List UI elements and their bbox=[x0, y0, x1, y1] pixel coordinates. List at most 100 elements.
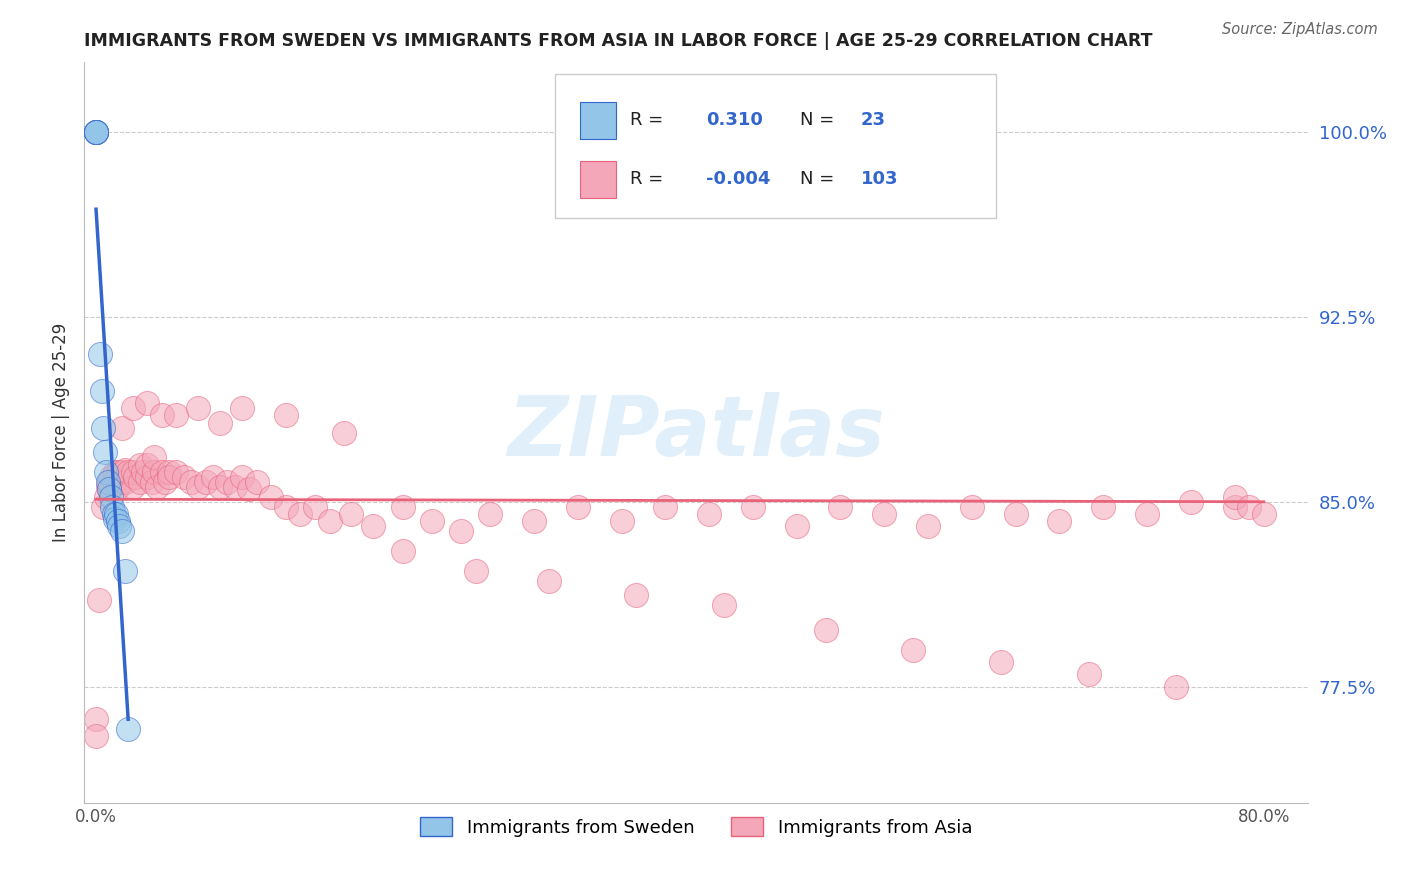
Point bbox=[786, 519, 808, 533]
Point bbox=[814, 623, 837, 637]
Point bbox=[231, 401, 253, 415]
Point bbox=[1180, 494, 1202, 508]
Point bbox=[187, 480, 209, 494]
Point bbox=[180, 475, 202, 489]
Point bbox=[84, 124, 107, 138]
Point bbox=[98, 475, 121, 489]
Point bbox=[333, 425, 356, 440]
Point bbox=[224, 480, 246, 494]
Point bbox=[713, 599, 735, 613]
Point bbox=[94, 445, 117, 459]
Point bbox=[1223, 490, 1246, 504]
Point bbox=[84, 712, 107, 726]
Point bbox=[990, 655, 1012, 669]
Point bbox=[136, 458, 159, 472]
Point bbox=[450, 524, 472, 539]
Point bbox=[111, 465, 134, 479]
Y-axis label: In Labor Force | Age 25-29: In Labor Force | Age 25-29 bbox=[52, 323, 70, 542]
Text: N =: N = bbox=[800, 112, 834, 129]
Point bbox=[873, 507, 896, 521]
Point bbox=[104, 512, 127, 526]
Point bbox=[1166, 680, 1188, 694]
Text: 0.310: 0.310 bbox=[706, 112, 762, 129]
Point bbox=[103, 475, 125, 489]
Point bbox=[96, 465, 118, 479]
Point bbox=[903, 642, 925, 657]
Text: ZIPatlas: ZIPatlas bbox=[508, 392, 884, 473]
Point bbox=[741, 500, 763, 514]
Point bbox=[100, 470, 122, 484]
FancyBboxPatch shape bbox=[555, 73, 995, 218]
Point bbox=[1004, 507, 1026, 521]
Point bbox=[157, 465, 180, 479]
Point bbox=[87, 593, 110, 607]
Bar bbox=[579, 102, 616, 138]
Point bbox=[318, 515, 340, 529]
Point bbox=[194, 475, 217, 489]
Point bbox=[209, 416, 232, 430]
Point bbox=[1253, 507, 1275, 521]
Point bbox=[654, 500, 676, 514]
Legend: Immigrants from Sweden, Immigrants from Asia: Immigrants from Sweden, Immigrants from … bbox=[411, 808, 981, 846]
Point bbox=[146, 480, 169, 494]
Point bbox=[153, 475, 176, 489]
Text: Source: ZipAtlas.com: Source: ZipAtlas.com bbox=[1222, 22, 1378, 37]
Point bbox=[107, 480, 129, 494]
Point bbox=[96, 490, 118, 504]
Point bbox=[107, 515, 129, 529]
Point bbox=[391, 544, 413, 558]
Point bbox=[104, 465, 127, 479]
Point bbox=[567, 500, 589, 514]
Point bbox=[128, 475, 150, 489]
Text: 103: 103 bbox=[860, 170, 898, 188]
Point bbox=[238, 483, 260, 497]
Point bbox=[114, 475, 136, 489]
Point bbox=[121, 465, 143, 479]
Point bbox=[274, 500, 297, 514]
Point bbox=[231, 470, 253, 484]
Point bbox=[111, 524, 134, 539]
Point bbox=[84, 124, 107, 138]
Point bbox=[173, 470, 195, 484]
Text: 23: 23 bbox=[860, 112, 886, 129]
Point bbox=[117, 722, 139, 736]
Text: -0.004: -0.004 bbox=[706, 170, 770, 188]
Point bbox=[1049, 515, 1071, 529]
Point bbox=[165, 465, 187, 479]
Point bbox=[121, 480, 143, 494]
Point bbox=[340, 507, 363, 521]
Point bbox=[537, 574, 560, 588]
Text: N =: N = bbox=[800, 170, 834, 188]
Text: R =: R = bbox=[630, 112, 664, 129]
Point bbox=[136, 470, 159, 484]
Point bbox=[84, 124, 107, 138]
Point bbox=[217, 475, 239, 489]
Point bbox=[1237, 500, 1260, 514]
Point bbox=[91, 420, 114, 434]
Point bbox=[143, 465, 166, 479]
Point bbox=[114, 463, 136, 477]
Point bbox=[201, 470, 224, 484]
Point bbox=[132, 465, 155, 479]
Point bbox=[1077, 667, 1099, 681]
Point bbox=[165, 409, 187, 423]
Point bbox=[97, 475, 120, 489]
Point bbox=[110, 475, 132, 489]
Point bbox=[107, 465, 129, 479]
Point bbox=[84, 124, 107, 138]
Point bbox=[624, 589, 647, 603]
Point bbox=[1136, 507, 1159, 521]
Point bbox=[391, 500, 413, 514]
Point bbox=[89, 346, 111, 360]
Point bbox=[610, 515, 633, 529]
Point bbox=[363, 519, 385, 533]
Point bbox=[157, 470, 180, 484]
Point bbox=[290, 507, 312, 521]
Text: R =: R = bbox=[630, 170, 664, 188]
Point bbox=[136, 396, 159, 410]
Point bbox=[260, 490, 283, 504]
Point bbox=[479, 507, 502, 521]
Point bbox=[111, 420, 134, 434]
Point bbox=[960, 500, 983, 514]
Point bbox=[274, 409, 297, 423]
